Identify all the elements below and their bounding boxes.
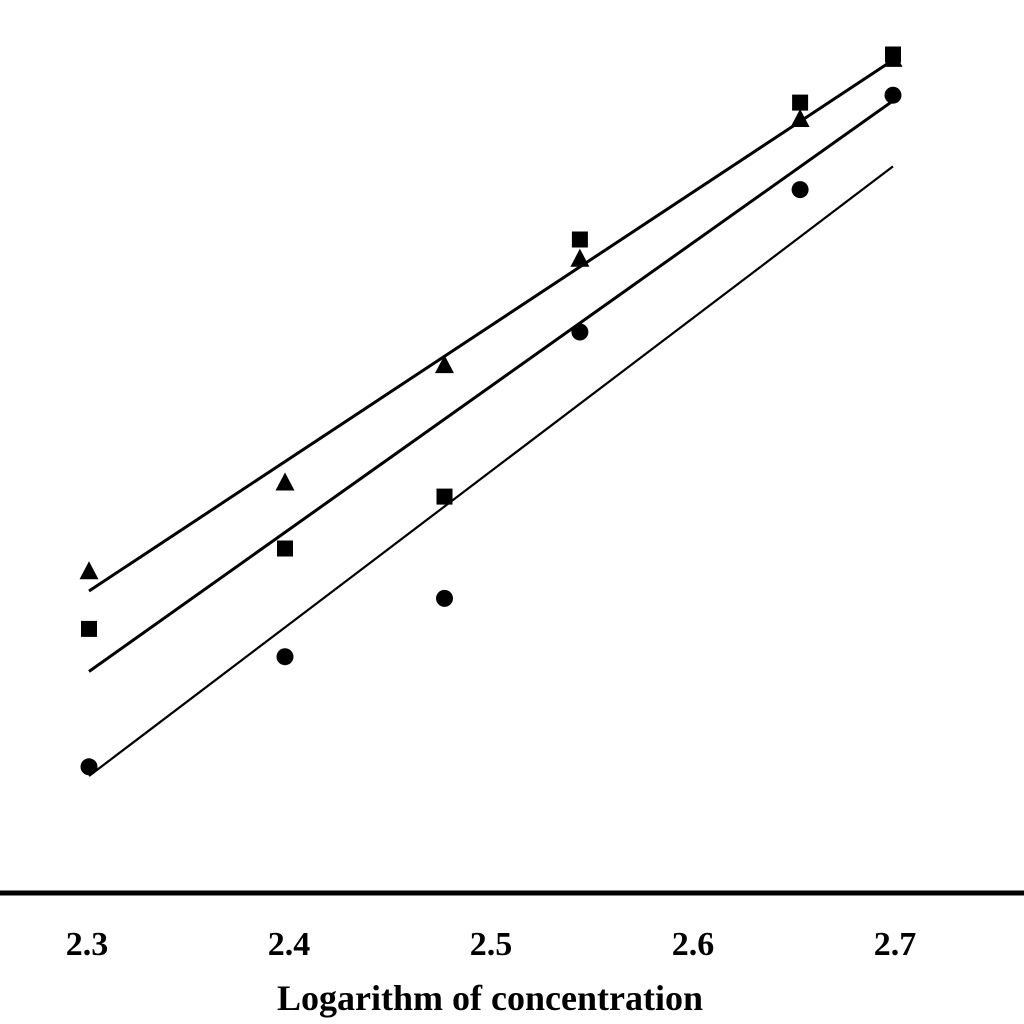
data-point-circle [791,181,809,199]
x-tick-label: 2.3 [66,926,109,963]
fit-line-square [88,99,894,673]
x-tick-label: 2.6 [672,926,715,963]
data-point-circle [436,589,453,607]
data-markers [79,46,903,776]
x-axis-title: Logarithm of concentration [277,978,703,1018]
data-point-square [81,620,97,637]
data-point-circle [571,323,589,341]
x-tick-label: 2.5 [470,926,513,963]
data-point-circle [884,86,902,104]
data-point-triangle [790,109,810,127]
x-tick-label: 2.7 [874,926,917,963]
x-tick-label: 2.4 [268,926,311,963]
data-point-square [792,94,809,111]
data-point-square [436,488,453,505]
fit-line-circle [88,165,894,777]
data-point-circle [80,758,98,776]
data-point-triangle [275,472,295,491]
x-tick-labels: 2.3 2.4 2.5 2.6 2.7 [66,926,917,963]
data-point-square [277,540,293,557]
data-point-triangle [570,248,590,267]
fit-lines [88,58,894,777]
data-point-square [885,46,901,63]
data-point-triangle [435,355,454,374]
data-point-triangle [79,561,99,580]
fit-line-triangle [88,58,894,593]
data-point-square [571,231,588,248]
data-point-circle [276,648,294,666]
